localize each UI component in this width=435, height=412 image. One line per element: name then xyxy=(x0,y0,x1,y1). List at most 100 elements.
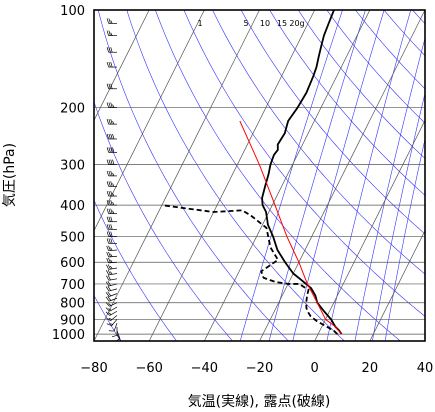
mixing-ratio-line xyxy=(354,36,425,341)
wind-barb xyxy=(106,264,118,270)
wind-barb-staff xyxy=(108,249,118,252)
wind-barb-feather xyxy=(110,181,113,187)
wind-barb-staff xyxy=(110,315,118,322)
wind-barb-staff xyxy=(108,288,118,292)
wind-barb-feather xyxy=(108,231,111,237)
wind-barb-feather xyxy=(112,159,115,165)
isotherm-gridline xyxy=(259,10,425,341)
dry-adiabat-line xyxy=(94,101,233,341)
wind-barb-feather xyxy=(108,308,112,311)
wind-barb xyxy=(106,47,117,53)
wind-barb xyxy=(106,18,117,24)
wind-barb xyxy=(106,200,117,206)
wind-barb-feather xyxy=(110,247,113,251)
y-tick-label: 200 xyxy=(60,102,85,117)
mixing-ratio-line xyxy=(292,10,385,341)
wind-barb-feather xyxy=(106,47,109,53)
wind-barb-feather xyxy=(110,224,113,230)
isotherm-gridline xyxy=(424,340,425,341)
wind-barb-feather xyxy=(108,303,112,306)
isotherm-gridline xyxy=(94,10,260,341)
wind-barb-feather xyxy=(106,238,109,244)
wind-barb xyxy=(105,306,118,312)
y-tick-label: 600 xyxy=(60,256,85,271)
plot-area xyxy=(94,10,425,344)
wind-barb xyxy=(116,333,122,344)
wind-barb-feather xyxy=(108,200,111,206)
wind-barb xyxy=(105,281,118,287)
isotherm-gridline xyxy=(314,119,425,341)
y-tick-label: 900 xyxy=(60,313,85,328)
wind-barb-feather xyxy=(108,317,113,320)
wind-barb-staff xyxy=(116,333,122,341)
wind-barb xyxy=(106,245,118,252)
wind-barb xyxy=(105,302,118,307)
dry-adiabat-line xyxy=(94,199,177,341)
wind-barb-feather xyxy=(110,61,113,68)
wind-barb-feather xyxy=(110,119,113,125)
wind-barb xyxy=(106,83,117,90)
wind-barb-feather xyxy=(106,190,109,197)
mixing-ratio-line xyxy=(384,137,425,341)
wind-barb-feather xyxy=(119,341,121,344)
parcel-line xyxy=(239,120,342,335)
wind-barb xyxy=(106,133,117,140)
wind-barb-feather xyxy=(106,133,109,140)
wind-barb xyxy=(106,119,117,125)
wind-barb-feather xyxy=(106,323,112,327)
wind-barb-feather xyxy=(109,271,113,275)
y-tick-label: 700 xyxy=(60,278,85,293)
wind-barb-feather xyxy=(107,264,111,270)
x-tick-label: 20 xyxy=(362,361,379,376)
wind-barb-feather xyxy=(106,245,109,251)
x-tick-label: −80 xyxy=(80,361,107,376)
wind-barb-feather xyxy=(110,102,113,108)
wind-barb-feather xyxy=(110,159,113,165)
wind-barb-feather xyxy=(108,181,111,187)
wind-barb-feather xyxy=(106,270,110,276)
wind-barb-feather xyxy=(110,259,113,263)
wind-barb-feather xyxy=(110,190,113,197)
wind-barb-feather xyxy=(106,170,109,177)
wind-barb-feather xyxy=(108,119,111,125)
wind-barb-feather xyxy=(106,159,109,165)
wind-barb-feather xyxy=(108,245,111,251)
wind-barb-feather xyxy=(110,200,113,206)
wind-barb-feather xyxy=(108,159,111,165)
dry-adiabat-line xyxy=(155,10,401,341)
wind-barb-feather xyxy=(106,231,109,237)
wind-barb-feather xyxy=(106,147,109,153)
x-tick-label: 0 xyxy=(311,361,319,376)
wind-barb-feather xyxy=(112,192,115,197)
wind-barb-feather xyxy=(108,170,111,177)
wind-barb-feather xyxy=(110,208,113,214)
wind-barb-feather xyxy=(106,224,109,230)
wind-barb xyxy=(106,61,117,68)
wind-barb xyxy=(106,238,117,244)
wind-barb-feather xyxy=(108,18,111,24)
dry-adiabat-line xyxy=(212,10,425,275)
wind-barb xyxy=(106,251,118,258)
wind-barb xyxy=(108,323,118,332)
wind-barb-feather xyxy=(110,20,113,24)
wind-barb-staff xyxy=(108,261,118,264)
y-tick-label: 1000 xyxy=(52,328,85,343)
dry-adiabat-line xyxy=(183,10,425,317)
wind-barb-feather xyxy=(108,312,112,315)
wind-barb-feather xyxy=(106,30,109,36)
wind-barb-feather xyxy=(105,281,110,287)
wind-barb-feather xyxy=(110,147,113,153)
wind-barb-feather xyxy=(110,238,113,244)
wind-barb xyxy=(106,275,118,281)
x-axis-title: 気温(実線), 露点(破線) xyxy=(188,394,331,410)
isotherm-gridline xyxy=(94,10,150,122)
wind-barb-feather xyxy=(108,238,111,244)
y-tick-label: 300 xyxy=(60,159,85,174)
wind-barb xyxy=(106,170,117,177)
temperature-line xyxy=(261,10,343,335)
wind-barb-feather xyxy=(110,253,113,257)
isotherm-gridline xyxy=(148,10,315,341)
isotherm-gridline xyxy=(94,10,205,232)
wind-barb-feather xyxy=(106,61,109,68)
